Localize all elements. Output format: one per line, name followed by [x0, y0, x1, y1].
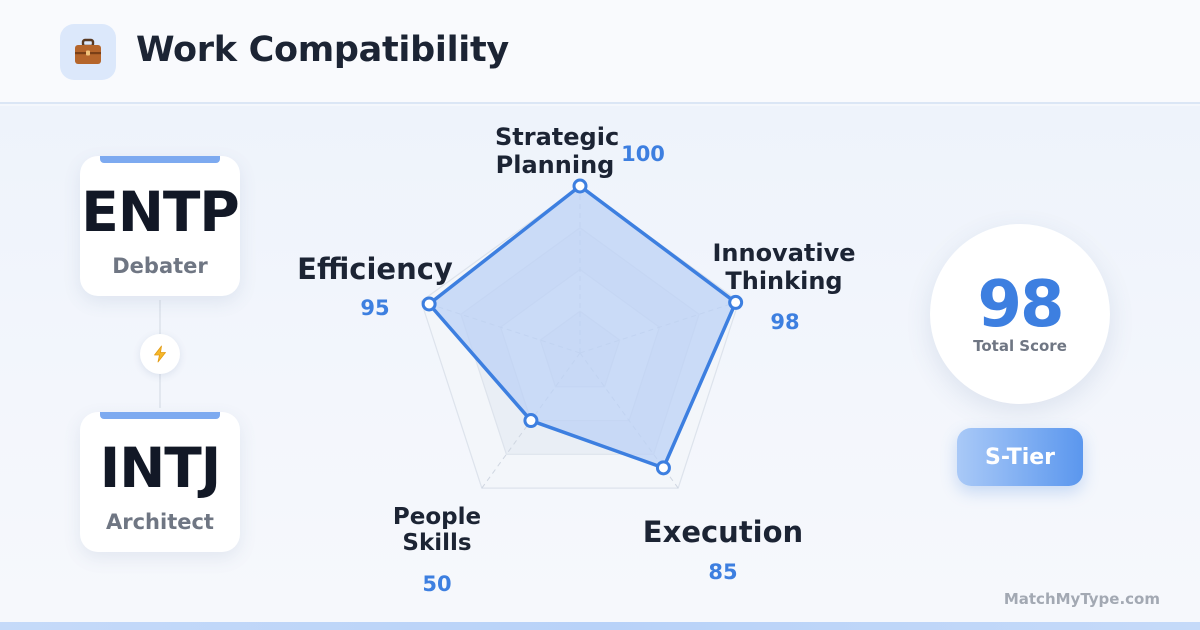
radar-axis-label-line: Skills	[402, 530, 472, 557]
radar-axis-label-line: Strategic	[495, 123, 620, 151]
card-accent-bar	[100, 156, 220, 163]
radar-axis-label: People Skills	[377, 504, 497, 557]
radar-data-point	[728, 294, 744, 310]
radar-axis-label: Innovative Thinking	[704, 239, 864, 295]
radar-axis-value: 98	[770, 310, 800, 334]
type-code: ENTP	[81, 180, 239, 244]
radar-axis-label-line: People	[392, 504, 482, 530]
type-name: Architect	[106, 510, 214, 534]
radar-axis-value: 50	[422, 572, 452, 596]
radar-axis-label-line: Thinking	[725, 266, 843, 295]
type-code: INTJ	[99, 436, 221, 500]
radar-data-point	[572, 178, 588, 194]
radar-axis-label-line: Innovative	[712, 239, 856, 267]
radar-axis-label-line: Efficiency	[297, 252, 453, 286]
page-title: Work Compatibility	[136, 30, 509, 70]
briefcase-icon	[60, 24, 116, 80]
total-score-circle: 98 Total Score	[930, 224, 1110, 404]
header: Work Compatibility	[0, 0, 1200, 104]
radar-axis-value: 100	[621, 142, 665, 166]
radar-axis-label: Execution	[633, 515, 813, 549]
total-score-label: Total Score	[973, 337, 1067, 355]
radar-data-point	[523, 413, 539, 429]
type-card-second: INTJ Architect	[80, 412, 240, 552]
lightning-icon	[140, 334, 180, 374]
radar-axis-value: 95	[360, 296, 390, 320]
radar-data-area	[427, 184, 738, 470]
card-accent-bar	[100, 412, 220, 419]
tier-badge: S-Tier	[957, 428, 1083, 486]
radar-data-point	[655, 460, 671, 476]
type-card-first: ENTP Debater	[80, 156, 240, 296]
radar-axis-value: 85	[708, 560, 738, 584]
radar-axis-label: Strategic Planning	[495, 123, 620, 179]
total-score-value: 98	[977, 268, 1064, 342]
site-watermark: MatchMyType.com	[1003, 590, 1160, 608]
type-name: Debater	[112, 254, 208, 278]
radar-axis-label-line: Planning	[495, 150, 615, 179]
radar-axis-label: Efficiency	[290, 252, 460, 286]
radar-data-point	[421, 296, 437, 312]
bottom-accent-bar	[0, 622, 1200, 630]
radar-axis-label-line: Execution	[642, 515, 804, 549]
